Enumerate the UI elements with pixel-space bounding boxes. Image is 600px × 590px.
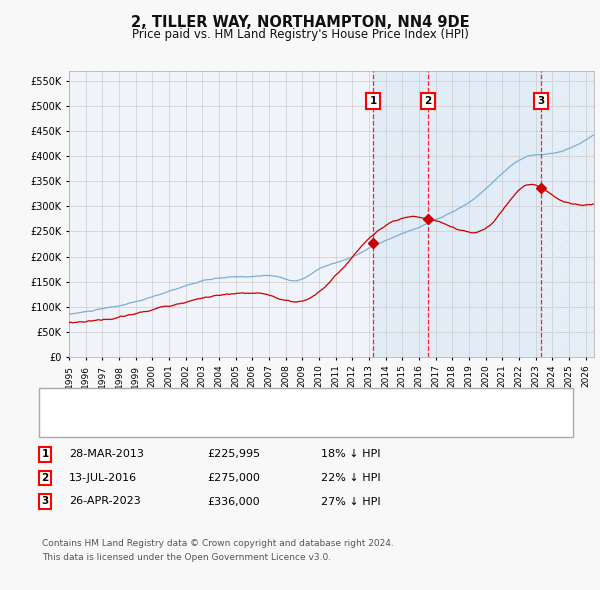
Text: Contains HM Land Registry data © Crown copyright and database right 2024.: Contains HM Land Registry data © Crown c…	[42, 539, 394, 548]
Text: 18% ↓ HPI: 18% ↓ HPI	[321, 450, 380, 459]
Text: This data is licensed under the Open Government Licence v3.0.: This data is licensed under the Open Gov…	[42, 553, 331, 562]
Text: ———: ———	[51, 396, 88, 409]
Bar	[373, 71, 541, 357]
Text: £225,995: £225,995	[207, 450, 260, 459]
Text: 28-MAR-2013: 28-MAR-2013	[69, 450, 144, 459]
Text: Price paid vs. HM Land Registry's House Price Index (HPI): Price paid vs. HM Land Registry's House …	[131, 28, 469, 41]
Text: 2, TILLER WAY, NORTHAMPTON, NN4 9DE (detached house): 2, TILLER WAY, NORTHAMPTON, NN4 9DE (det…	[93, 398, 401, 408]
Text: £275,000: £275,000	[207, 473, 260, 483]
Text: 3: 3	[41, 497, 49, 506]
Text: 2: 2	[41, 473, 49, 483]
Text: £336,000: £336,000	[207, 497, 260, 506]
Bar	[541, 71, 594, 357]
Text: 2, TILLER WAY, NORTHAMPTON, NN4 9DE: 2, TILLER WAY, NORTHAMPTON, NN4 9DE	[131, 15, 469, 30]
Text: 22% ↓ HPI: 22% ↓ HPI	[321, 473, 380, 483]
Text: 26-APR-2023: 26-APR-2023	[69, 497, 141, 506]
Text: 1: 1	[370, 96, 377, 106]
Text: HPI: Average price, detached house, West Northamptonshire: HPI: Average price, detached house, West…	[93, 418, 410, 428]
Text: 1: 1	[41, 450, 49, 459]
Text: ———: ———	[51, 417, 88, 430]
Text: 13-JUL-2016: 13-JUL-2016	[69, 473, 137, 483]
Text: 3: 3	[538, 96, 545, 106]
Text: 27% ↓ HPI: 27% ↓ HPI	[321, 497, 380, 506]
Text: 2: 2	[424, 96, 431, 106]
